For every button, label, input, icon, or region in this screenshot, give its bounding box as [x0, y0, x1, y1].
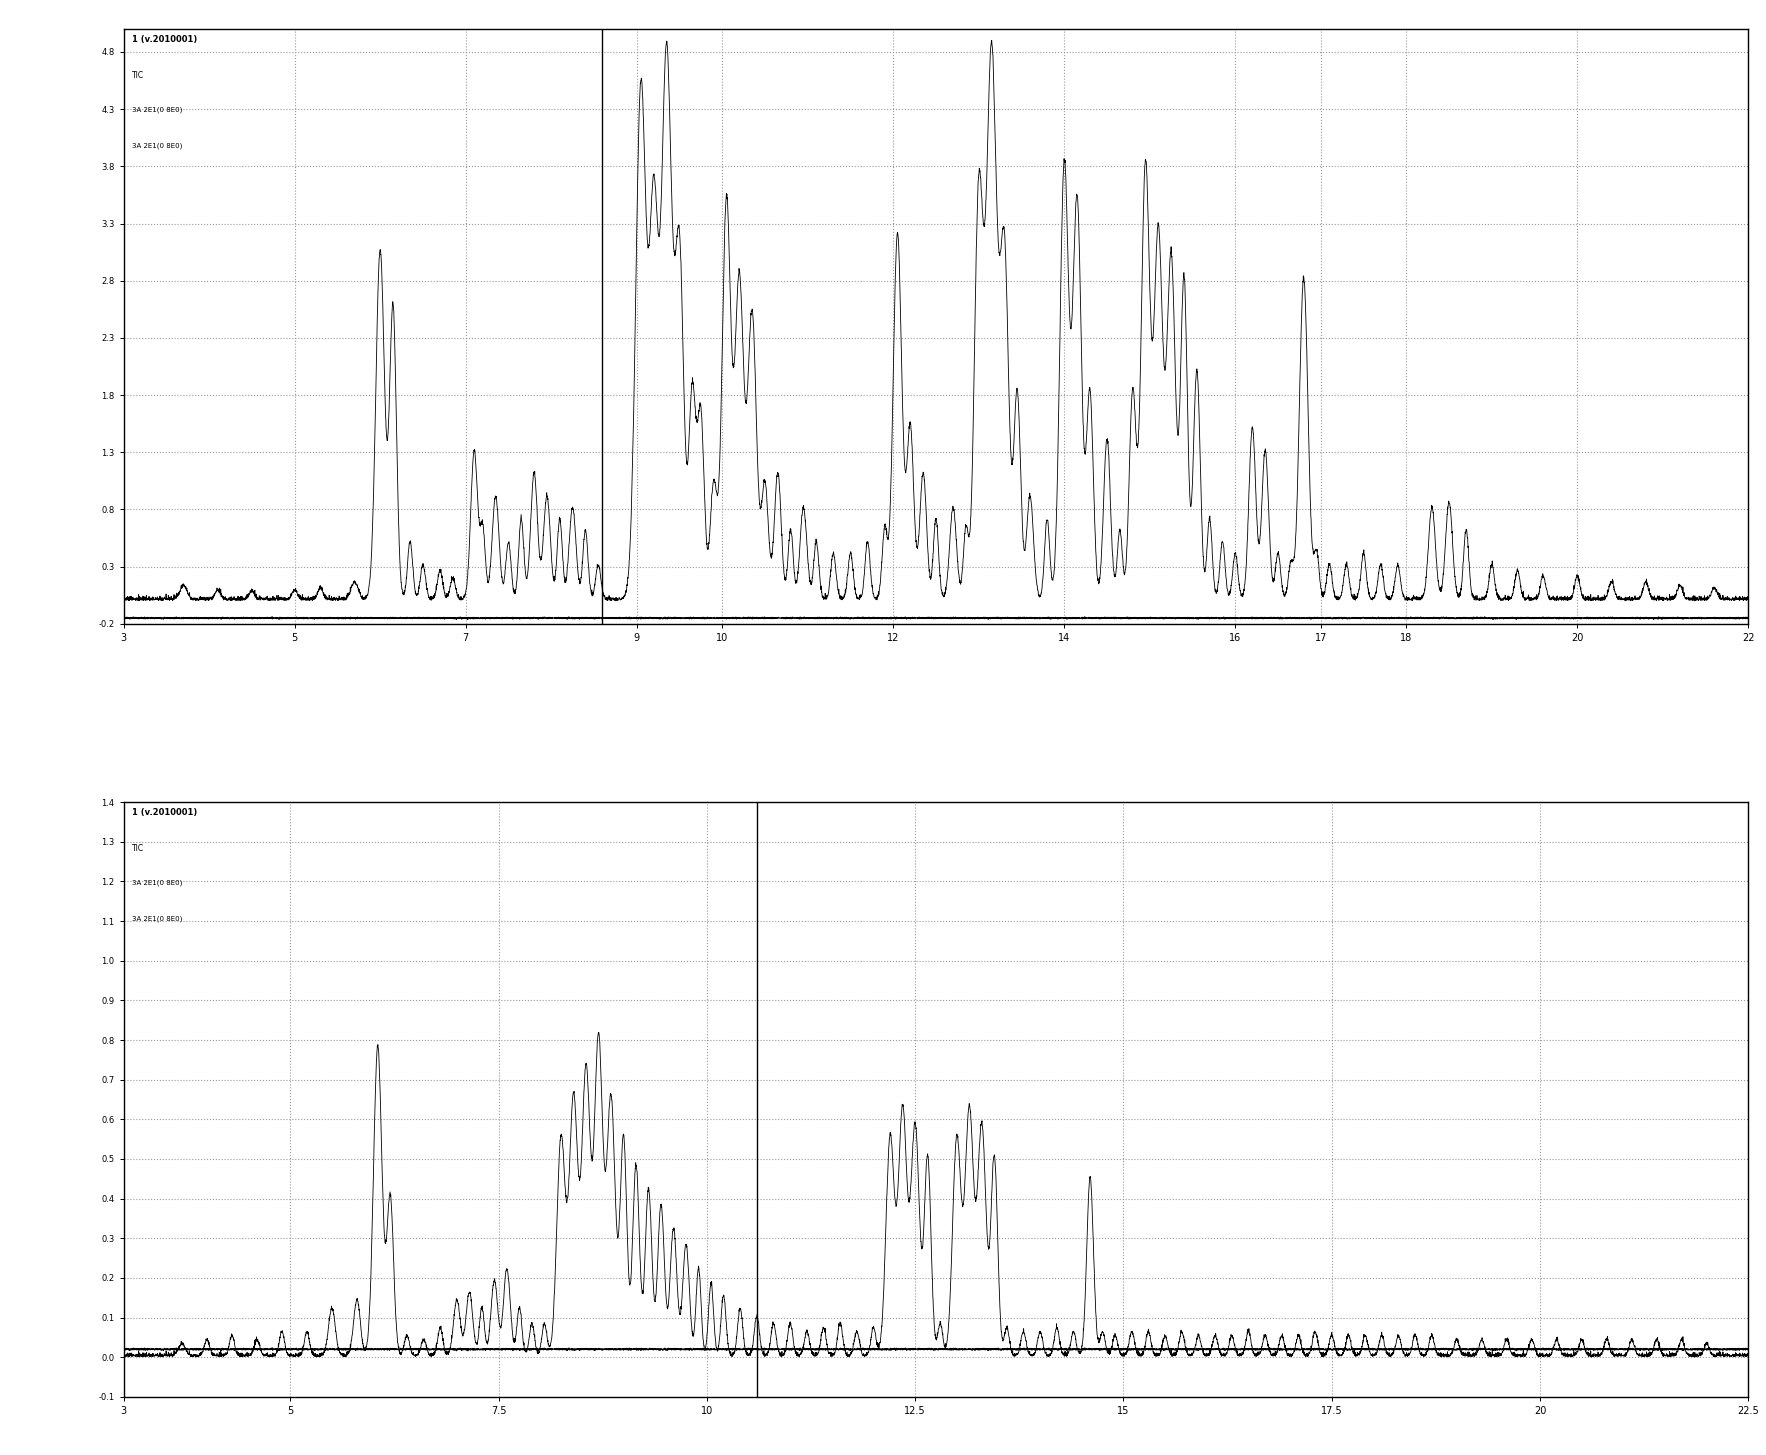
Text: 3A 2E1(0 8E0): 3A 2E1(0 8E0) [132, 879, 182, 886]
Text: 1 (v.2010001): 1 (v.2010001) [132, 35, 198, 44]
Text: 3A 2E1(0 8E0): 3A 2E1(0 8E0) [132, 106, 182, 113]
Text: 1 (v.2010001): 1 (v.2010001) [132, 808, 198, 818]
Text: TIC: TIC [132, 844, 143, 853]
Text: TIC: TIC [132, 71, 143, 80]
Text: 3A 2E1(0 8E0): 3A 2E1(0 8E0) [132, 143, 182, 148]
Text: 3A 2E1(0 8E0): 3A 2E1(0 8E0) [132, 915, 182, 921]
